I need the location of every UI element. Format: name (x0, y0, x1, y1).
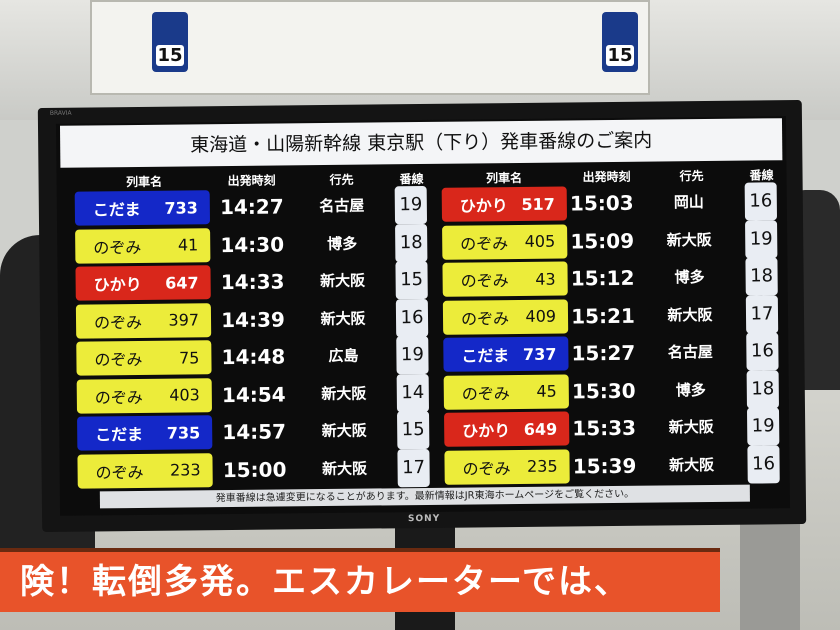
train-name: のぞみ (461, 383, 510, 404)
departure-time: 15:30 (571, 378, 636, 403)
platform-number-left: 15 (152, 12, 188, 72)
track-number: 18 (745, 257, 778, 296)
departure-row: のぞみ 45 15:30 博多 18 (59, 369, 789, 414)
departure-time: 15:33 (572, 415, 637, 441)
board-title: 東海道・山陽新幹線 東京駅（下り）発車番線のご案内 (59, 118, 783, 168)
monitor: BRAVIA 東海道・山陽新幹線 東京駅（下り）発車番線のご案内 列車名 出発時… (37, 100, 807, 532)
train-number: 43 (535, 269, 556, 289)
header-train: 列車名 (125, 174, 163, 190)
track-number: 16 (747, 444, 780, 484)
train-badge-nozomi: のぞみ 45 (443, 373, 569, 410)
departure-time: 15:03 (569, 190, 634, 216)
destination: 新大阪 (666, 230, 712, 249)
platform-number-text: 15 (606, 45, 634, 66)
departure-time: 15:09 (570, 228, 635, 253)
train-number: 649 (523, 419, 558, 439)
train-badge-nozomi: のぞみ 235 (444, 448, 570, 485)
track-number: 16 (744, 182, 778, 221)
train-badge-hikari: ひかり 649 (444, 411, 570, 447)
departure-row: のぞみ 409 15:21 新大阪 17 (58, 294, 788, 339)
train-number: 45 (536, 381, 557, 401)
destination: 新大阪 (668, 417, 714, 437)
train-badge-nozomi: のぞみ 405 (442, 223, 568, 260)
departure-time: 15:39 (572, 453, 637, 478)
train-badge-nozomi: のぞみ 409 (442, 298, 569, 335)
train-badge-kodama: こだま 737 (443, 336, 569, 372)
departure-time: 15:12 (570, 265, 635, 291)
train-badge-nozomi: のぞみ 43 (442, 261, 568, 297)
destination: 博多 (674, 268, 705, 287)
departure-board: 東海道・山陽新幹線 東京駅（下り）発車番線のご案内 列車名 出発時刻 行先 番線… (55, 116, 791, 516)
departure-row: ひかり 517 15:03 岡山 16 (57, 182, 787, 226)
header-track: 番線 (749, 168, 774, 183)
track-number: 17 (745, 294, 779, 334)
departure-row: こだま 737 15:27 名古屋 16 (58, 332, 788, 376)
departure-row: ひかり 649 15:33 新大阪 19 (59, 407, 789, 451)
destination: 新大阪 (668, 455, 715, 474)
departure-row: のぞみ 235 15:39 新大阪 16 (59, 444, 789, 489)
train-name: のぞみ (460, 308, 510, 329)
train-name: こだま (461, 346, 510, 366)
monitor-model: BRAVIA (49, 109, 72, 117)
train-name: のぞみ (460, 271, 509, 291)
train-number: 409 (525, 306, 557, 326)
train-number: 517 (521, 194, 555, 214)
platform-sign: 15 15 (90, 0, 650, 95)
track-number: 16 (746, 332, 779, 371)
departure-row: のぞみ 405 15:09 新大阪 19 (57, 219, 787, 264)
header-track: 番線 (399, 171, 424, 187)
header-time: 出発時刻 (227, 173, 276, 189)
train-number: 737 (522, 344, 557, 364)
escalator-warning-banner: 険！転倒多発。エスカレーターでは、 (0, 548, 720, 612)
header-time: 出発時刻 (582, 169, 631, 185)
header-train: 列車名 (485, 170, 523, 186)
train-number: 405 (524, 231, 556, 251)
train-name: のぞみ (460, 233, 509, 254)
header-dest: 行先 (329, 172, 354, 187)
destination: 博多 (675, 380, 706, 399)
destination: 新大阪 (667, 305, 713, 324)
destination: 岡山 (673, 193, 704, 212)
train-name: ひかり (459, 196, 508, 216)
header-dest: 行先 (679, 169, 704, 184)
train-badge-hikari: ひかり 517 (441, 186, 568, 222)
departure-time: 15:21 (571, 303, 635, 328)
departure-row: のぞみ 43 15:12 博多 18 (57, 257, 787, 301)
train-number: 235 (526, 456, 558, 476)
platform-number-text: 15 (156, 45, 184, 66)
departure-time: 15:27 (571, 340, 636, 366)
track-number: 18 (746, 369, 779, 409)
train-name: ひかり (462, 421, 511, 441)
board-notice: 発車番線は急遽変更になることがあります。最新情報はJR東海ホームページをご覧くだ… (99, 484, 750, 509)
destination: 名古屋 (667, 342, 713, 362)
track-number: 19 (745, 219, 778, 259)
platform-number-right: 15 (602, 12, 638, 72)
train-name: のぞみ (462, 458, 511, 479)
track-number: 19 (746, 407, 780, 446)
